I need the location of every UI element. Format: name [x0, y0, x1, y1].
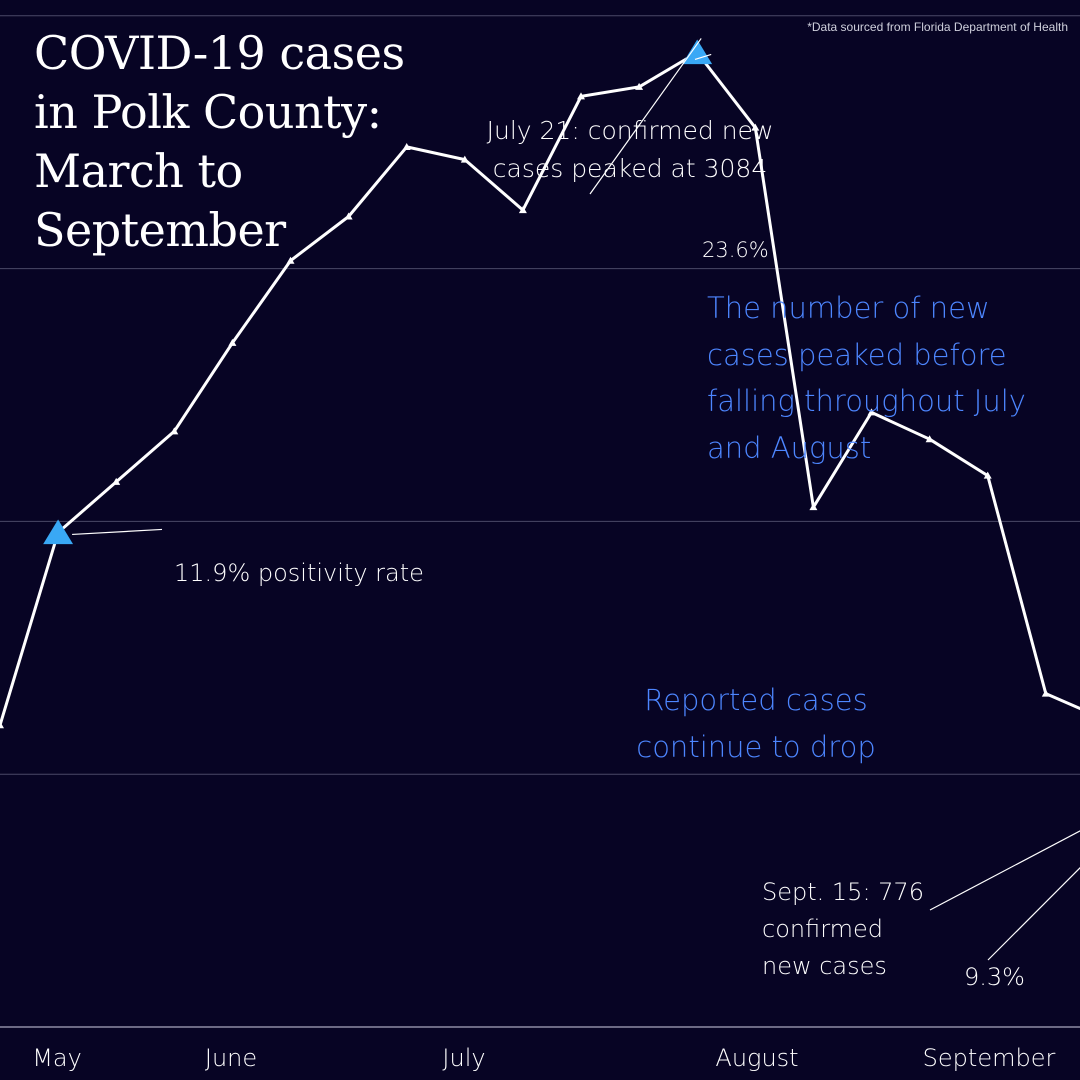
fall-annotation-line: cases peaked before — [707, 337, 1007, 372]
data-point — [577, 92, 585, 100]
title-line: September — [34, 203, 286, 257]
title-line: COVID-19 cases — [34, 26, 405, 80]
chart-title: COVID-19 cases in Polk County: March to … — [34, 24, 405, 260]
callout-lines — [72, 38, 1080, 961]
peak-rate-label: 23.6% — [702, 238, 769, 262]
may-rate-label: 11.9% positivity rate — [174, 559, 424, 587]
data-point — [402, 142, 411, 150]
x-tick-label: July — [442, 1044, 486, 1072]
end-annotation-line: Sept. 15: 776 — [762, 878, 924, 906]
title-line: March to — [34, 144, 243, 198]
drop-annotation: Reported cases continue to drop — [616, 677, 896, 770]
data-point — [112, 477, 121, 485]
data-point — [983, 471, 992, 479]
drop-annotation-line: continue to drop — [636, 729, 876, 764]
end-rate-leader-line — [987, 867, 1080, 961]
data-point — [751, 123, 760, 131]
peak-note-leader-line — [589, 38, 702, 195]
x-tick-label: June — [204, 1044, 258, 1072]
end-note-leader-line — [929, 830, 1080, 911]
peak-annotation: July 21: confirmed new cases peaked at 3… — [470, 112, 790, 188]
data-point — [228, 338, 237, 346]
data-point — [344, 212, 353, 220]
fall-annotation-line: and August — [707, 430, 872, 465]
data-point — [635, 82, 644, 90]
gridlines — [0, 15, 1080, 1028]
x-tick-label: September — [922, 1044, 1056, 1072]
data-point — [286, 256, 295, 264]
x-tick-label: August — [715, 1044, 799, 1072]
end-rate-label: 9.3% — [964, 963, 1025, 991]
data-point — [170, 427, 179, 435]
drop-annotation-line: Reported cases — [644, 683, 868, 717]
peak-annotation-line: cases peaked at 3084 — [492, 154, 768, 183]
peak-annotation-line: July 21: confirmed new — [486, 116, 774, 145]
data-point — [925, 435, 934, 443]
end-annotation: Sept. 15: 776 confirmed new cases — [762, 874, 924, 985]
data-point — [809, 503, 818, 511]
source-note: *Data sourced from Florida Department of… — [807, 20, 1068, 34]
data-point — [1041, 689, 1050, 697]
fall-annotation-line: falling throughout July — [707, 384, 1026, 418]
end-annotation-line: new cases — [762, 952, 887, 980]
title-line: in Polk County: — [34, 85, 382, 139]
cases-series — [0, 39, 1080, 729]
may-leader-line — [72, 528, 163, 536]
data-point — [867, 408, 876, 416]
data-point — [460, 155, 469, 163]
data-point — [0, 721, 4, 729]
end-annotation-line: confirmed — [762, 915, 884, 943]
fall-annotation-line: The number of new — [707, 291, 990, 325]
highlight-marker — [682, 39, 713, 65]
highlight-marker — [43, 519, 74, 545]
peak-rate-leader-line — [694, 53, 712, 61]
fall-annotation: The number of new cases peaked before fa… — [707, 285, 1026, 471]
data-point — [518, 206, 527, 214]
x-tick-label: May — [32, 1044, 82, 1072]
